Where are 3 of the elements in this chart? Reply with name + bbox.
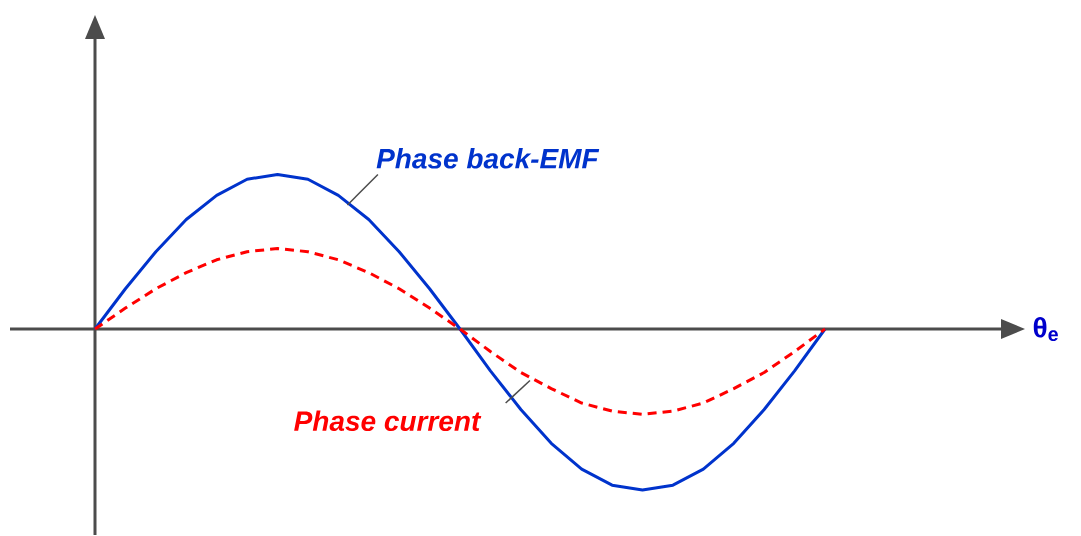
series-label: Phase current [294, 410, 482, 432]
series-label: Phase back-EMF [376, 148, 600, 169]
text: θ$_{e}$ [1033, 316, 1058, 342]
